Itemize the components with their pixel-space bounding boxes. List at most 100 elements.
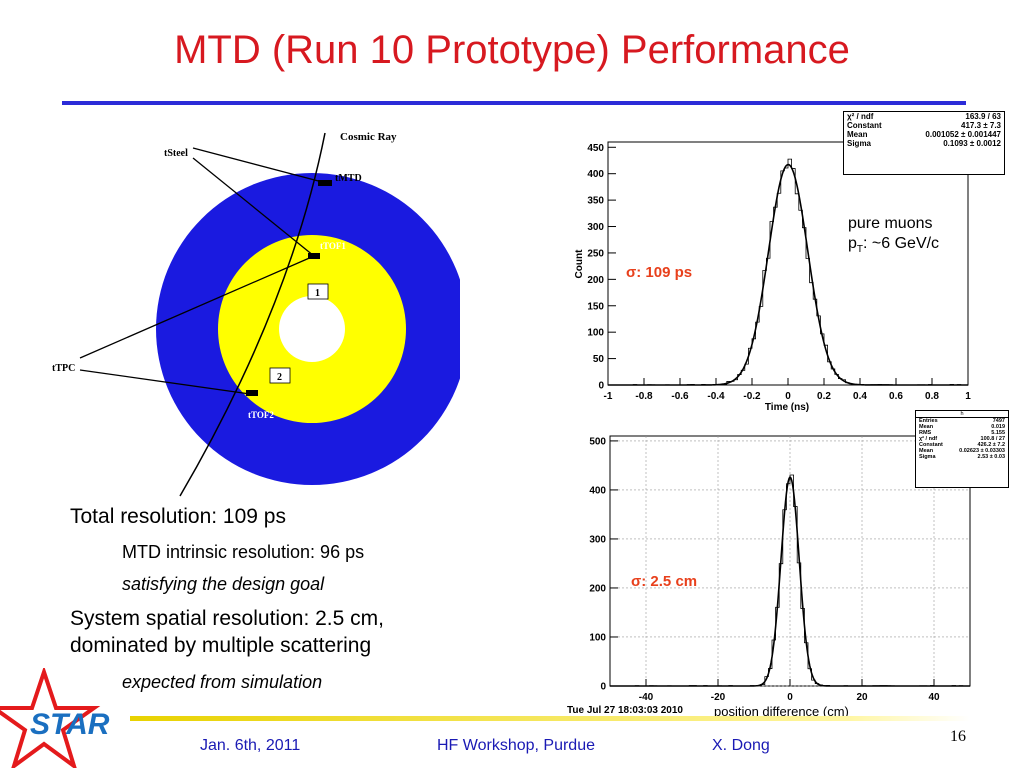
tsteel-leader xyxy=(192,147,327,184)
footer-event: HF Workshop, Purdue xyxy=(437,737,595,754)
stats-value: 5.155 xyxy=(991,430,1005,436)
tsteel-leader-2 xyxy=(192,157,315,257)
tof1-module xyxy=(308,253,320,259)
star-icon xyxy=(0,668,101,768)
tsteel-label: tSteel xyxy=(164,148,188,159)
stats-row: Sigma 0.1093 ± 0.0012 xyxy=(844,139,1004,148)
chart-y-tick-label: 300 xyxy=(587,222,604,233)
stats-label: Sigma xyxy=(919,454,936,460)
ttof1-label: tTOF1 xyxy=(320,241,346,251)
chart-x-tick-label: 0.6 xyxy=(889,391,903,402)
ttpc-leader-2 xyxy=(79,369,251,395)
chart-y-tick-label: 350 xyxy=(587,196,604,207)
stats-label: Constant xyxy=(847,121,882,130)
note-rest: : ~6 GeV/c xyxy=(863,235,940,252)
chart1-stats-box: χ² / ndf 163.9 / 63 Constant 417.3 ± 7.3 Mea… xyxy=(843,111,1005,175)
stats-value: 426.2 ± 7.2 xyxy=(977,442,1005,448)
stats-label: Mean xyxy=(919,448,934,454)
chart-y-tick-label: 400 xyxy=(587,169,604,180)
stats-value: 0.019 xyxy=(991,424,1005,430)
tmtd-label: tMTD xyxy=(335,173,362,184)
stats-label: Mean xyxy=(919,424,934,430)
region-1-label: 1 xyxy=(315,288,320,299)
star-logo: STAR xyxy=(0,668,110,768)
footer-divider xyxy=(130,716,970,721)
star-logo-text: STAR xyxy=(30,708,110,741)
chart-y-tick-label: 250 xyxy=(587,248,604,259)
ttpc-label: tTPC xyxy=(52,363,75,374)
page-number: 16 xyxy=(950,728,966,745)
stats-value: 0.1093 ± 0.0012 xyxy=(943,139,1001,148)
chart-y-tick-label: 450 xyxy=(587,143,604,154)
stats-value: 0.001052 ± 0.001447 xyxy=(925,130,1001,139)
slide-title: MTD (Run 10 Prototype) Performance xyxy=(174,28,850,72)
chart-x-tick-label: 0.2 xyxy=(817,391,831,402)
stats-label: Sigma xyxy=(847,139,872,148)
ttof2-label: tTOF2 xyxy=(248,410,274,420)
chart-y-tick-label: 500 xyxy=(589,436,606,447)
stats-row: Mean 0.02623 ± 0.03303 xyxy=(916,448,1008,454)
chart1-note-line2: pT: ~6 GeV/c xyxy=(848,234,939,260)
chart-x-tick-label: -0.4 xyxy=(707,391,725,402)
chart1-note: pure muons pT: ~6 GeV/c xyxy=(848,214,939,260)
stats-row: Constant 417.3 ± 7.3 xyxy=(844,121,1004,130)
stats-label: Entries xyxy=(919,418,938,424)
chart1-note-line1: pure muons xyxy=(848,215,933,232)
ttpc-leader xyxy=(79,255,315,359)
chart-x-tick-label: 0.4 xyxy=(853,391,867,402)
stats-label: χ² / ndf xyxy=(847,112,874,121)
stats-value: 100.8 / 27 xyxy=(980,436,1005,442)
total-resolution-text: Total resolution: 109 ps xyxy=(70,505,286,528)
chart-x-tick-label: -0.6 xyxy=(671,391,689,402)
tof2-module xyxy=(246,390,258,396)
chart-y-tick-label: 300 xyxy=(589,534,606,545)
chart-y-tick-label: 400 xyxy=(589,485,606,496)
chart-y-tick-label: 150 xyxy=(587,301,604,312)
chart2-stats-box: h Entries 7497 Mean 0.019 RMS 5.155 χ² / ndf 10… xyxy=(915,410,1009,488)
footer-author: X. Dong xyxy=(712,737,770,754)
detector-diagram: Cosmic Ray tSteel tMTD tTOF1 tTOF2 tTPC … xyxy=(52,131,460,497)
region-2-box xyxy=(269,367,291,384)
stats-label: Constant xyxy=(919,442,943,448)
cosmic-ray-label: Cosmic Ray xyxy=(340,131,397,143)
region-2-label: 2 xyxy=(277,372,282,383)
chart-x-tick-label: -0.2 xyxy=(743,391,761,402)
stats-value: 2.53 ± 0.03 xyxy=(977,454,1005,460)
chart1-sigma-annotation: σ: 109 ps xyxy=(626,264,693,281)
chart-x-tick-label: -40 xyxy=(639,692,654,703)
stats-value: 0.02623 ± 0.03303 xyxy=(959,448,1005,454)
chart-y-tick-label: 200 xyxy=(589,583,606,594)
chart-x-tick-label: -20 xyxy=(711,692,726,703)
stats-value: 417.3 ± 7.3 xyxy=(961,121,1001,130)
chart-y-tick-label: 100 xyxy=(589,632,606,643)
chart-x-tick-label: 20 xyxy=(856,692,868,703)
stats-value: 163.9 / 63 xyxy=(965,112,1001,121)
chart2-sigma-annotation: σ: 2.5 cm xyxy=(631,573,698,590)
stats-row: χ² / ndf 163.9 / 63 xyxy=(844,112,1004,121)
multiple-scattering-text: dominated by multiple scattering xyxy=(70,634,372,657)
stats-row: Mean 0.019 xyxy=(916,424,1008,430)
chart1-frame xyxy=(607,141,969,386)
beam-pipe xyxy=(279,296,345,362)
chart2-stats-title: h xyxy=(916,411,1008,418)
chart1-xlabel: Time (ns) xyxy=(765,402,809,413)
stats-row: Entries 7497 xyxy=(916,418,1008,424)
stats-label: RMS xyxy=(919,430,932,436)
stats-row: χ² / ndf 100.8 / 27 xyxy=(916,436,1008,442)
chart-y-tick-label: 0 xyxy=(598,381,604,392)
chart2-xlabel: position difference (cm) xyxy=(714,704,849,719)
note-sub: T xyxy=(856,244,864,256)
chart2-timestamp: Tue Jul 27 18:03:03 2010 xyxy=(567,705,683,715)
chart1-gaussian-fit xyxy=(608,163,968,386)
chart-x-tick-label: -1 xyxy=(604,391,613,402)
title-divider xyxy=(62,101,966,105)
stats-label: χ² / ndf xyxy=(919,436,938,442)
stats-row: Constant 426.2 ± 7.2 xyxy=(916,442,1008,448)
region-1-box xyxy=(307,283,329,300)
mtd-module xyxy=(318,180,332,186)
mtd-intrinsic-text: MTD intrinsic resolution: 96 ps xyxy=(122,542,365,562)
chart1-ylabel: Count xyxy=(574,249,585,279)
chart2-gaussian-fit xyxy=(610,475,970,687)
footer-date: Jan. 6th, 2011 xyxy=(200,737,301,754)
chart-y-tick-label: 0 xyxy=(600,682,606,693)
